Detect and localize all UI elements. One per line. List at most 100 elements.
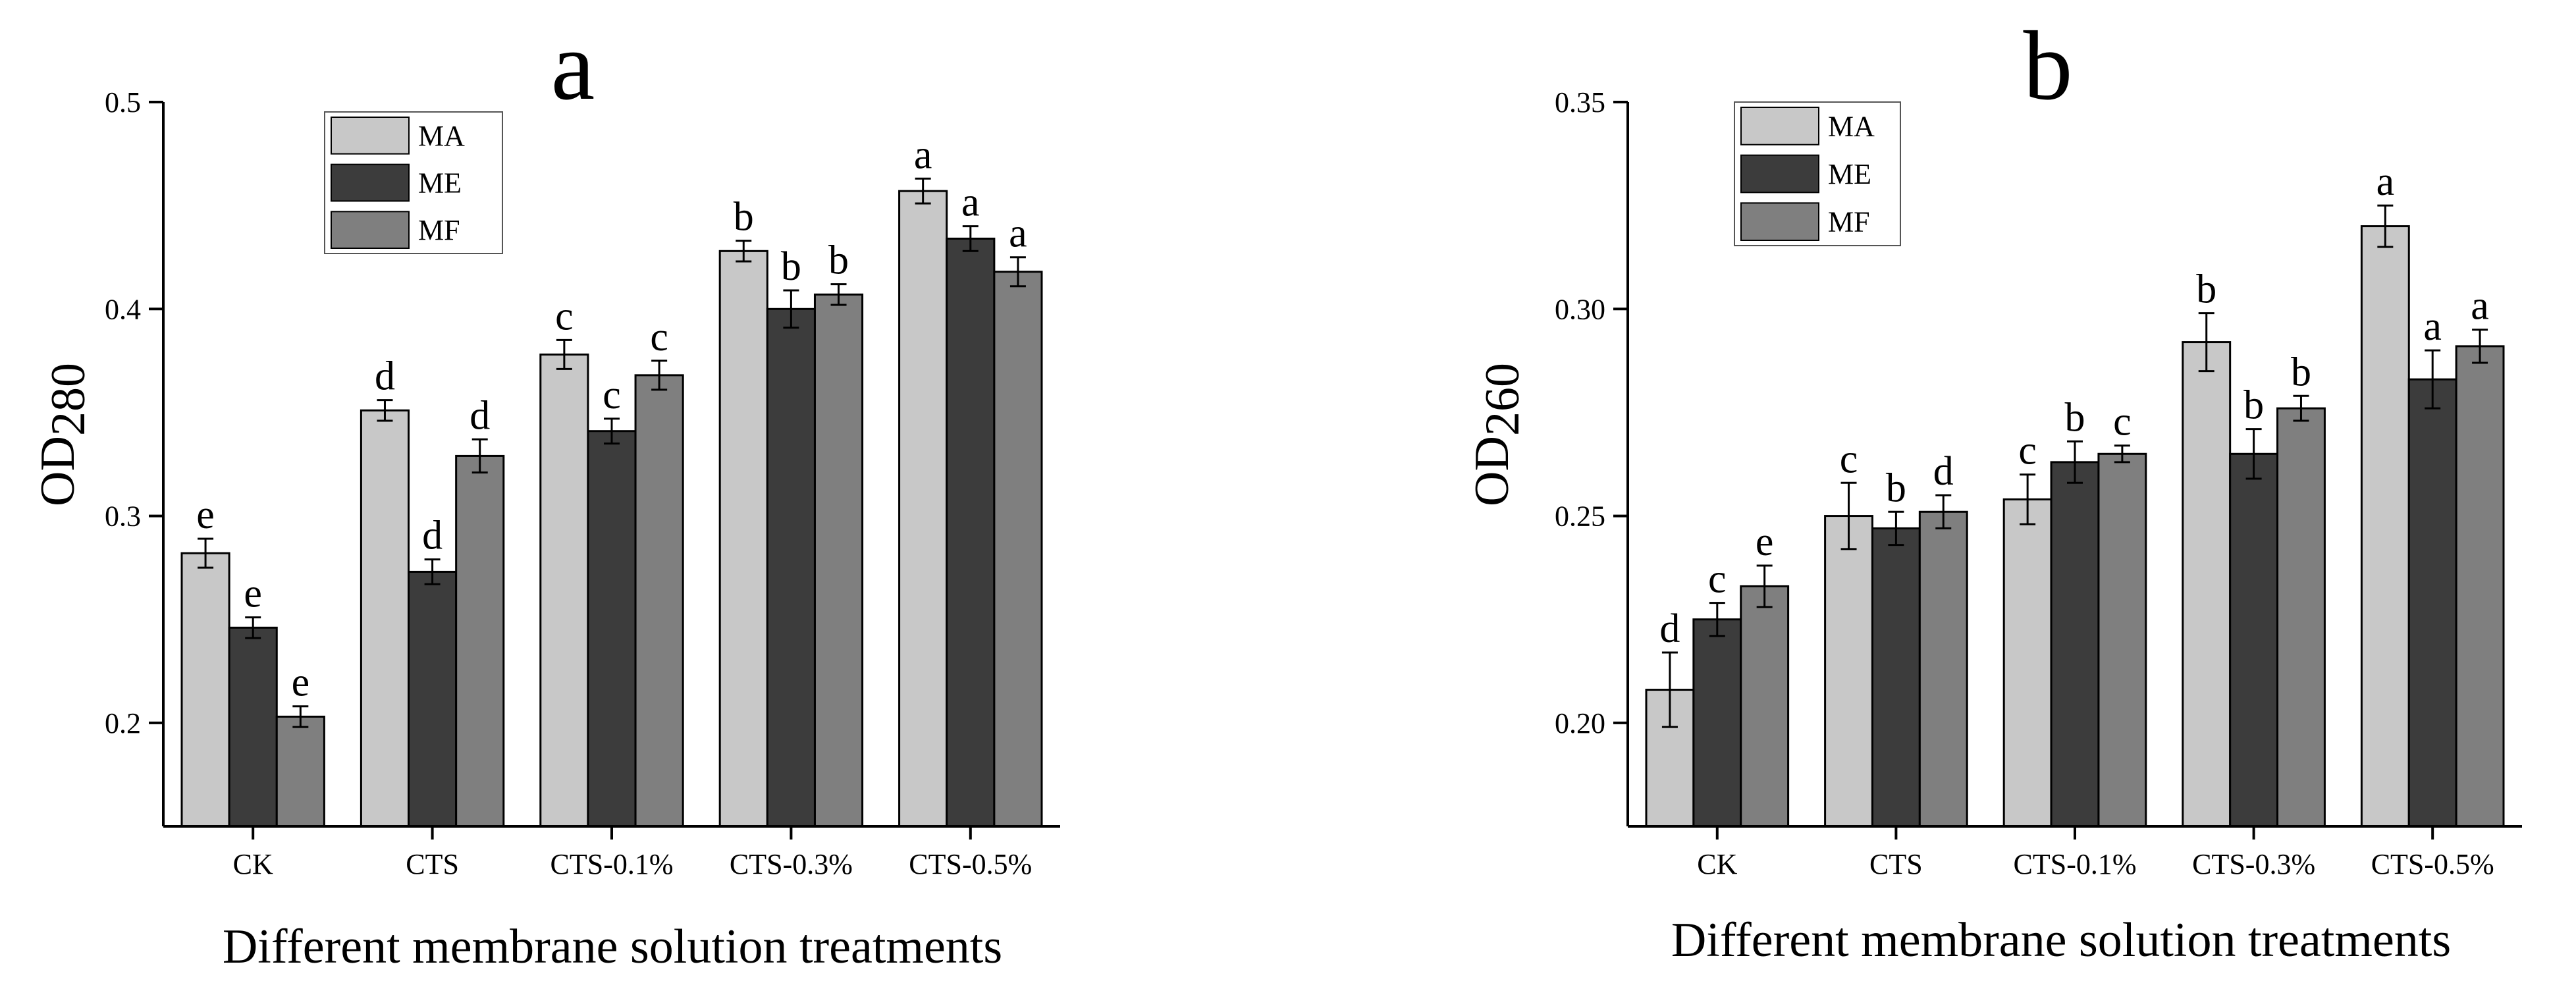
bar-ma <box>898 190 948 828</box>
bar-me <box>946 237 996 828</box>
bar-me <box>766 307 816 828</box>
x-axis-title-b: Different membrane solution treatments <box>1671 913 2451 967</box>
y-axis-title-a: OD280 <box>31 363 95 506</box>
bar-mf <box>2276 407 2326 828</box>
bar-mf <box>993 271 1043 828</box>
legend-label-ma: MA <box>1828 110 1875 142</box>
bar-me <box>2229 452 2279 828</box>
bar-mf <box>634 374 684 828</box>
significance-label: e <box>196 493 215 537</box>
significance-label: c <box>603 373 621 417</box>
significance-label: b <box>2291 350 2311 394</box>
legend-swatch-me <box>1740 154 1819 194</box>
y-tick-label: 0.3 <box>105 500 141 533</box>
legend-swatch-me <box>331 163 410 202</box>
x-category-label: CTS <box>1869 848 1923 880</box>
x-category-labels-a: CK CTS CTS-0.1% CTS-0.3% CTS-0.5% <box>233 826 1032 880</box>
x-axis-title-a: Different membrane solution treatments <box>223 920 1002 974</box>
chart-panel-b: b Different membrane solution treatments… <box>1465 11 2522 967</box>
panel-letter-a: a <box>551 11 595 120</box>
significance-label: d <box>1933 449 1954 494</box>
significance-label: b <box>2243 383 2264 428</box>
y-axis-ticks-b: 0.20 0.25 0.30 0.35 <box>1555 86 1628 739</box>
bar-mf <box>813 293 864 828</box>
significance-label: d <box>1659 606 1680 651</box>
y-tick-label: 0.25 <box>1555 500 1605 533</box>
x-category-label: CTS-0.1% <box>2014 848 2137 880</box>
legend-b: MA ME MF <box>1734 101 1901 246</box>
bar-mf <box>2455 345 2505 828</box>
bar-ma <box>360 409 410 828</box>
x-category-label: CTS-0.3% <box>730 848 853 880</box>
legend-a: MA ME MF <box>324 111 503 254</box>
significance-label: a <box>914 132 932 177</box>
significance-label: b <box>781 244 801 289</box>
significance-label: b <box>2196 267 2216 312</box>
bar-mf <box>1740 585 1790 828</box>
legend-label-me: ME <box>418 167 462 200</box>
legend-swatch-ma <box>331 117 410 155</box>
significance-label: a <box>2376 159 2395 204</box>
x-category-label: CTS-0.5% <box>909 848 1032 880</box>
significance-label: a <box>2423 304 2442 349</box>
y-axis-title-sub-a: 280 <box>41 363 95 436</box>
bar-me <box>228 626 278 828</box>
x-category-labels-b: CK CTS CTS-0.1% CTS-0.3% CTS-0.5% <box>1697 826 2494 880</box>
bar-ma <box>180 552 230 828</box>
y-tick-label: 0.5 <box>105 86 141 119</box>
significance-label: c <box>2113 400 2132 444</box>
significance-label: b <box>2065 395 2085 440</box>
y-tick-label: 0.2 <box>105 707 141 739</box>
x-category-label: CTS-0.5% <box>2371 848 2494 880</box>
legend-swatch-ma <box>1740 107 1819 146</box>
y-tick-label: 0.4 <box>105 293 141 325</box>
bar-mf <box>455 454 505 828</box>
significance-label: e <box>244 572 262 616</box>
bar-me <box>2407 378 2457 828</box>
chart-panel-a: a Different membrane solution treatments… <box>31 11 1060 974</box>
significance-label: c <box>555 294 574 338</box>
bar-me <box>2050 461 2100 828</box>
bar-ma <box>2182 341 2232 828</box>
significance-label: c <box>1840 437 1858 481</box>
bar-ma <box>2360 225 2410 828</box>
bar-mf <box>275 715 325 828</box>
significance-label: a <box>2471 284 2489 329</box>
y-axis-title-main-a: OD <box>31 436 85 506</box>
y-axis-ticks-a: 0.2 0.3 0.4 0.5 <box>105 86 163 739</box>
significance-label: a <box>961 180 980 225</box>
x-category-label: CTS-0.1% <box>550 848 674 880</box>
y-tick-label: 0.35 <box>1555 86 1605 119</box>
bar-mf <box>1918 510 1968 828</box>
significance-label: c <box>650 315 668 360</box>
legend-swatch-mf <box>1740 202 1819 242</box>
y-axis-title-b: OD260 <box>1465 363 1530 506</box>
significance-label: e <box>1756 520 1774 564</box>
significance-label: c <box>1708 557 1727 602</box>
y-tick-label: 0.30 <box>1555 293 1605 325</box>
bar-me <box>408 570 458 828</box>
y-axis-title-sub-b: 260 <box>1476 363 1530 436</box>
bar-ma <box>2002 498 2053 828</box>
significance-label: b <box>828 238 849 283</box>
x-category-label: CTS <box>406 848 459 880</box>
bar-me <box>1871 527 1921 828</box>
legend-label-me: ME <box>1828 158 1871 190</box>
bar-mf <box>2097 452 2147 828</box>
x-category-label: CK <box>233 848 273 880</box>
x-category-label: CK <box>1697 848 1737 880</box>
x-category-label: CTS-0.3% <box>2192 848 2315 880</box>
legend-label-mf: MF <box>1828 206 1870 238</box>
bar-ma <box>1824 515 1873 828</box>
significance-label: c <box>2018 429 2037 473</box>
significance-label: d <box>375 354 395 399</box>
bar-me <box>1692 618 1742 828</box>
significance-label: b <box>1886 466 1906 510</box>
y-axis-title-main-b: OD <box>1465 436 1519 506</box>
significance-label: d <box>422 514 443 558</box>
significance-label: e <box>292 660 310 705</box>
y-tick-label: 0.20 <box>1555 707 1605 739</box>
bar-ma <box>539 353 589 828</box>
